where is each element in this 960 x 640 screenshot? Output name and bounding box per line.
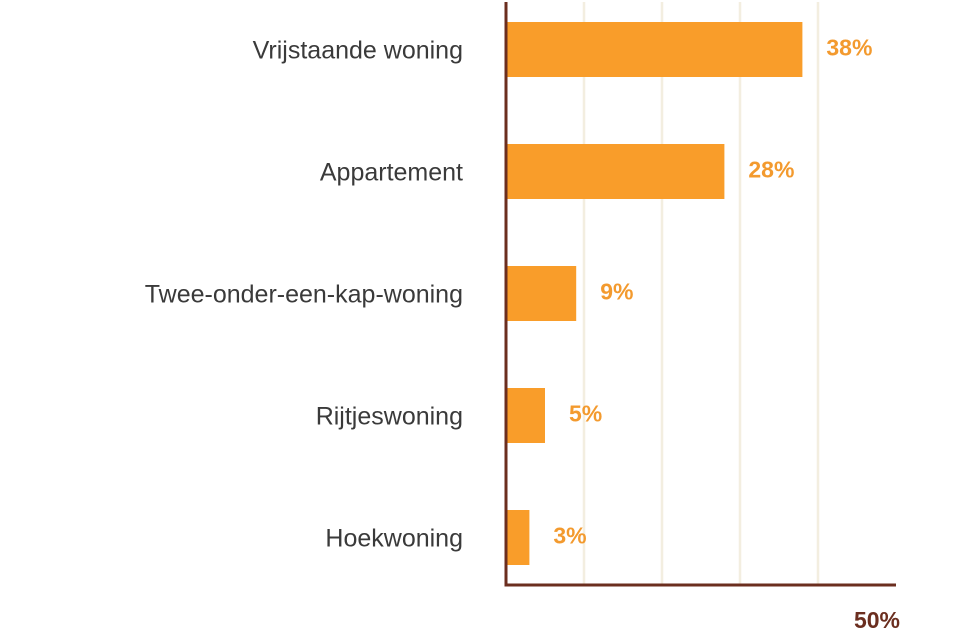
x-tick-labels: 50% [854,607,900,633]
value-labels: 38% 28% 9% 5% 3% [553,35,872,549]
bar [506,22,803,77]
axes [504,2,896,587]
value-label: 5% [569,401,602,427]
gridlines [582,2,820,585]
bars [506,22,803,565]
value-label: 28% [748,157,794,183]
category-label: Rijtjeswoning [316,403,463,431]
bar [506,510,530,565]
category-label: Twee-onder-een-kap-woning [145,281,463,309]
value-label: 9% [600,279,633,305]
value-label: 3% [553,523,586,549]
bar [506,266,577,321]
value-label: 38% [826,35,872,61]
bar [506,144,725,199]
x-tick-label: 50% [854,607,900,633]
bar [506,388,545,443]
category-labels: Vrijstaande woning Appartement Twee-onder-… [145,37,463,553]
category-label: Appartement [320,159,463,187]
category-label: Hoekwoning [325,525,463,553]
category-label: Vrijstaande woning [253,37,463,65]
